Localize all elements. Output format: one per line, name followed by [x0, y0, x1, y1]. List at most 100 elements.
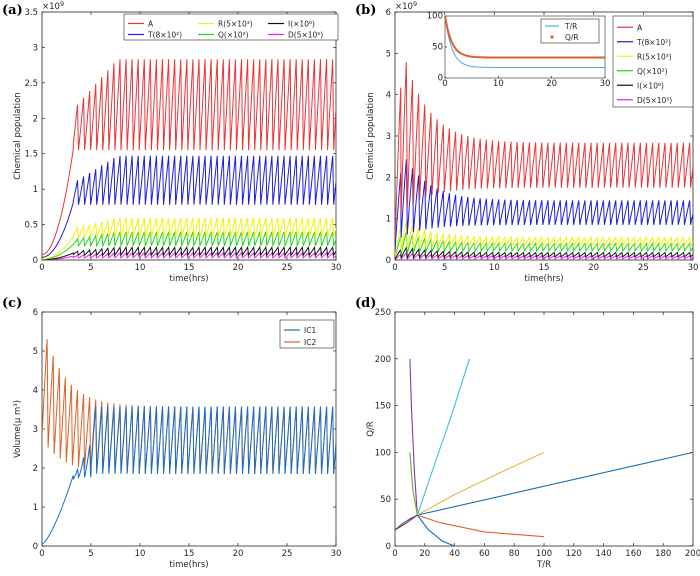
x-tick-label: 120: [566, 549, 582, 559]
y-tick-label: 5: [33, 347, 38, 357]
trajectory-line-3: [409, 358, 418, 516]
series-line-0: [42, 59, 336, 256]
inset-legend-box: [540, 18, 600, 44]
y-tick-label: 1: [386, 215, 391, 225]
series-line-3: [395, 232, 693, 258]
y-tick-label: 1: [33, 185, 38, 195]
x-tick-label: 20: [233, 549, 244, 559]
trajectory-line-4: [409, 452, 418, 516]
inset-y-tick-label: 0: [438, 74, 443, 84]
trajectory-line-5: [416, 358, 471, 516]
y-axis-label: Q/R: [366, 421, 376, 437]
plot-frame: [394, 311, 694, 547]
y-tick-label: 6: [386, 8, 391, 18]
y-tick-label: 50: [380, 495, 391, 505]
x-tick-label: 40: [449, 549, 460, 559]
inset-series-line-0: [444, 15, 605, 68]
x-tick-label: 60: [479, 549, 490, 559]
y-axis-label: Chemical population: [366, 92, 376, 179]
series-line-0: [42, 406, 336, 545]
legend-label-1: T(8×10²): [636, 38, 671, 47]
y-axis-label: Chemical population: [13, 92, 23, 179]
legend-label-2: R(5×10³): [637, 52, 672, 61]
legend-label-4: I(×10⁶): [288, 20, 315, 29]
y-tick-label: 3: [33, 425, 38, 435]
inset-y-tick-label: 50: [432, 43, 443, 53]
x-tick-label: 100: [536, 549, 552, 559]
legend-label-5: D(5×10⁵): [637, 96, 672, 105]
series-line-1: [42, 155, 336, 258]
inset-x-tick-label: 10: [493, 79, 504, 89]
y-tick-label: 2.5: [24, 79, 38, 89]
y-tick-label: 3.5: [24, 8, 38, 18]
y-exponent-label: ×109: [42, 0, 64, 12]
series-line-4: [42, 246, 336, 260]
x-axis-label: time(hrs): [524, 274, 563, 284]
y-tick-label: 200: [375, 355, 391, 365]
x-tick-label: 20: [233, 263, 244, 273]
x-tick-label: 0: [39, 263, 44, 273]
legend-label-1: T(8×10²): [147, 31, 182, 40]
x-tick-label: 30: [331, 263, 342, 273]
x-tick-label: 20: [419, 549, 430, 559]
y-tick-label: 100: [375, 448, 391, 458]
chart-panel-b: 0 5 10 15 20 25 30 0 1 2 3 4 5 6 time(hrs) Chemical pop…: [366, 0, 698, 284]
x-tick-label: 5: [88, 263, 93, 273]
inset-y-tick-label: 100: [427, 12, 443, 22]
inset-series-line-1: [444, 15, 605, 59]
x-tick-label: 30: [688, 263, 699, 273]
legend-label-5: D(5×10⁵): [288, 31, 323, 40]
y-tick-label: 0: [33, 542, 38, 552]
series-line-2: [395, 221, 693, 257]
panel-label-d: (d): [355, 296, 376, 311]
inset-chart: 0 10 20 30 0 50 100 T/R Q/R: [427, 12, 611, 90]
y-tick-label: 0.5: [24, 221, 38, 231]
x-axis-label: time(hrs): [169, 274, 208, 284]
y-tick-label: 150: [375, 402, 391, 412]
y-tick-label: 5: [386, 49, 391, 59]
x-tick-label: 0: [39, 549, 44, 559]
y-axis-label: Volume(μ m³): [13, 400, 23, 458]
y-tick-label: 4: [386, 91, 391, 101]
inset-x-tick-label: 30: [600, 79, 611, 89]
y-tick-label: 1.5: [24, 150, 38, 160]
series-line-4: [395, 245, 693, 260]
x-tick-label: 25: [282, 549, 293, 559]
y-tick-label: 0: [386, 542, 391, 552]
y-tick-label: 1: [33, 503, 38, 513]
x-tick-label: 160: [625, 549, 641, 559]
y-tick-label: 250: [375, 308, 391, 318]
panel-label-c: (c): [2, 296, 22, 311]
inset-x-tick-label: 0: [442, 79, 447, 89]
x-tick-label: 10: [489, 263, 500, 273]
trajectory-line-6: [394, 514, 418, 531]
y-tick-label: 0: [33, 256, 38, 266]
x-tick-label: 10: [135, 263, 146, 273]
series-line-3: [42, 231, 336, 260]
x-tick-label: 0: [392, 263, 397, 273]
legend-box: [279, 319, 335, 349]
legend-label-1: IC2: [304, 338, 316, 347]
series-line-0: [395, 62, 693, 241]
y-tick-label: 3: [386, 132, 391, 142]
x-axis-label: time(hrs): [169, 560, 208, 570]
x-tick-label: 5: [442, 263, 447, 273]
series-line-5: [395, 252, 693, 260]
legend-label-0: A: [637, 23, 643, 32]
chart-panel-a: 0 5 10 15 20 25 30 0 0.5 1 1.5 2 2.5 3 3.5 time(hrs) Che…: [13, 0, 341, 284]
x-tick-label: 180: [655, 549, 671, 559]
series-line-5: [42, 252, 336, 260]
y-tick-label: 4: [33, 386, 38, 396]
legend-label-0: IC1: [304, 326, 316, 335]
x-tick-label: 10: [135, 549, 146, 559]
series-line-1: [395, 159, 693, 251]
y-tick-label: 3: [33, 43, 38, 53]
trajectory-line-7: [416, 514, 455, 547]
legend-box: [123, 13, 339, 41]
x-tick-label: 140: [595, 549, 611, 559]
x-tick-label: 15: [539, 263, 550, 273]
panel-label-b: (b): [355, 3, 376, 18]
series-line-2: [42, 217, 336, 260]
y-tick-label: 2: [33, 464, 38, 474]
x-tick-label: 15: [184, 549, 195, 559]
